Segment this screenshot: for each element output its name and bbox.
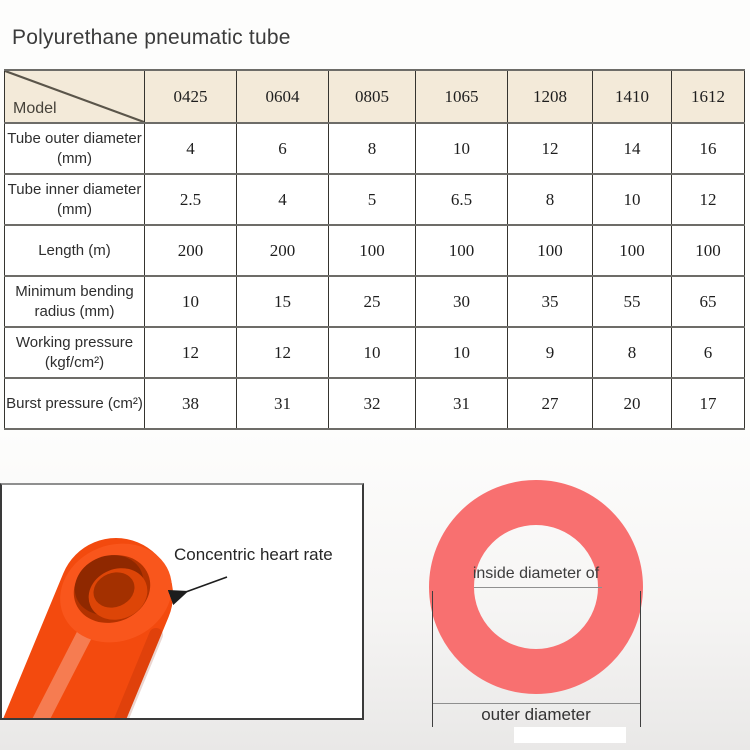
value-cell: 10 (415, 326, 508, 379)
value-cell: 6.5 (415, 173, 508, 226)
value-cell: 12 (236, 326, 329, 379)
row-label: Burst pressure (cm²) (4, 377, 145, 430)
value-cell: 100 (671, 224, 745, 277)
value-cell: 2.5 (144, 173, 237, 226)
model-column-header: 1612 (671, 69, 745, 124)
value-cell: 35 (507, 275, 593, 328)
tube-photo (3, 538, 228, 718)
value-cell: 27 (507, 377, 593, 430)
value-cell: 9 (507, 326, 593, 379)
model-column-header: 0425 (144, 69, 237, 124)
spec-table: Model 0425 0604 0805 1065 1208 1410 1612… (4, 69, 745, 430)
table-row-burst-pressure: Burst pressure (cm²) 38 31 32 31 27 20 1… (4, 377, 745, 430)
row-label: Tube outer diameter (mm) (4, 122, 145, 175)
row-label: Tube inner diameter (mm) (4, 173, 145, 226)
model-column-header: 1410 (592, 69, 672, 124)
page-title: Polyurethane pneumatic tube (12, 26, 291, 49)
outer-diameter-left-tick (432, 591, 433, 727)
row-label: Working pressure (kgf/cm²) (4, 326, 145, 379)
value-cell: 14 (592, 122, 672, 175)
outer-diameter-line (432, 703, 641, 704)
value-cell: 25 (328, 275, 416, 328)
value-cell: 16 (671, 122, 745, 175)
table-row-length: Length (m) 200 200 100 100 100 100 100 (4, 224, 745, 277)
table-row-working-pressure: Working pressure (kgf/cm²) 12 12 10 10 9… (4, 326, 745, 379)
model-corner-label: Model (13, 100, 57, 117)
label-background-patch (514, 727, 626, 743)
model-column-header: 0604 (236, 69, 329, 124)
table-row-inner-diameter: Tube inner diameter (mm) 2.5 4 5 6.5 8 1… (4, 173, 745, 226)
tube-hole-depth (93, 572, 135, 608)
value-cell: 15 (236, 275, 329, 328)
inside-diameter-label: inside diameter of (472, 565, 600, 582)
ring-diagram: inside diameter of outer diameter (428, 479, 644, 750)
value-cell: 10 (144, 275, 237, 328)
tube-highlight (32, 612, 100, 718)
outer-diameter-right-tick (640, 591, 641, 727)
value-cell: 38 (144, 377, 237, 430)
value-cell: 100 (415, 224, 508, 277)
value-cell: 100 (592, 224, 672, 277)
model-column-header: 1208 (507, 69, 593, 124)
model-column-header: 1065 (415, 69, 508, 124)
model-corner-cell: Model (4, 69, 145, 124)
value-cell: 30 (415, 275, 508, 328)
row-label: Length (m) (4, 224, 145, 277)
tube-annotation-label: Concentric heart rate (174, 545, 333, 564)
annotation-arrow (167, 576, 228, 606)
row-label: Minimum bending radius (mm) (4, 275, 145, 328)
value-cell: 32 (328, 377, 416, 430)
table-row-bending-radius: Minimum bending radius (mm) 10 15 25 30 … (4, 275, 745, 328)
tube-photo-frame: Concentric heart rate (0, 483, 364, 720)
value-cell: 10 (592, 173, 672, 226)
value-cell: 100 (328, 224, 416, 277)
outer-diameter-label: outer diameter (481, 705, 591, 724)
value-cell: 8 (507, 173, 593, 226)
value-cell: 8 (328, 122, 416, 175)
table-row-outer-diameter: Tube outer diameter (mm) 4 6 8 10 12 14 … (4, 122, 745, 175)
value-cell: 100 (507, 224, 593, 277)
value-cell: 200 (236, 224, 329, 277)
value-cell: 4 (144, 122, 237, 175)
value-cell: 4 (236, 173, 329, 226)
value-cell: 65 (671, 275, 745, 328)
value-cell: 31 (236, 377, 329, 430)
value-cell: 10 (415, 122, 508, 175)
value-cell: 8 (592, 326, 672, 379)
value-cell: 200 (144, 224, 237, 277)
value-cell: 12 (144, 326, 237, 379)
value-cell: 12 (671, 173, 745, 226)
value-cell: 10 (328, 326, 416, 379)
table-header-row: Model 0425 0604 0805 1065 1208 1410 1612 (4, 69, 745, 124)
diagonal-line (5, 71, 144, 122)
model-column-header: 0805 (328, 69, 416, 124)
value-cell: 6 (236, 122, 329, 175)
value-cell: 5 (328, 173, 416, 226)
value-cell: 6 (671, 326, 745, 379)
figures-section: Concentric heart rate inside diameter of… (0, 430, 750, 750)
tube-shade (114, 628, 163, 718)
inside-diameter-line (474, 587, 602, 588)
value-cell: 55 (592, 275, 672, 328)
value-cell: 31 (415, 377, 508, 430)
value-cell: 17 (671, 377, 745, 430)
value-cell: 20 (592, 377, 672, 430)
value-cell: 12 (507, 122, 593, 175)
